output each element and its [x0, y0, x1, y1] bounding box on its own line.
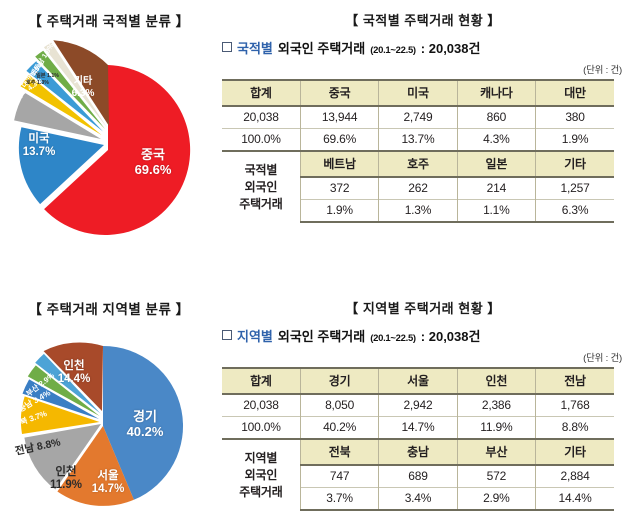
region-table-subtitle: 지역별 외국인 주택거래 (20.1~22.5) : 20,038건	[222, 326, 628, 345]
region-table-title: 【 지역별 주택거래 현황 】	[345, 301, 501, 316]
table-row-header1: 합계 중국 미국 캐나다 대만	[222, 79, 614, 107]
checkbox-square-icon	[222, 42, 232, 52]
region-unit-note: (단위 : 건)	[583, 353, 622, 364]
table-row-header2: 국적별 외국인 주택거래 베트남 호주 일본 기타	[222, 150, 614, 222]
pie-slice-jeonnam	[20, 396, 100, 434]
region-table-column: 【 지역별 주택거래 현황 】 지역별 외국인 주택거래 (20.1~22.5) …	[218, 288, 628, 528]
table-row-header2: 지역별 외국인 주택거래 전북 충남 부산 기타	[222, 438, 614, 510]
region-section: 【 주택거래 지역별 분류 】	[0, 288, 628, 528]
pie-slice-gyeonggi	[103, 346, 184, 500]
pie-slice-seoul	[57, 426, 134, 506]
table-row-header1: 합계 경기 서울 인천 전남	[222, 367, 614, 395]
table-row: 3.7% 3.4% 2.9% 14.4%	[222, 487, 614, 511]
pie-label-seoul: 서울 14.7%	[91, 470, 125, 496]
pie-slice-china	[44, 65, 191, 235]
region-pie-svg	[20, 342, 184, 506]
pie-label-other: 기타 6.3%	[71, 76, 95, 99]
pie-slice-usa	[18, 127, 104, 205]
table-row: 747 689 572 2,884	[222, 465, 614, 488]
pie-slice-other	[53, 40, 109, 127]
table-row: 100.0% 40.2% 14.7% 11.9% 8.8%	[222, 416, 614, 440]
table-row: 372 262 214 1,257	[222, 177, 614, 200]
pie-label-usa: 미국 13.7%	[22, 133, 56, 159]
pie-slice-jeonbuk	[22, 379, 99, 419]
pie-slice-australia	[35, 50, 106, 129]
region-chart-title: 【 주택거래 지역별 분류 】	[28, 302, 190, 317]
nationality-section: 【 주택거래 국적별 분류 】	[0, 0, 628, 264]
nationality-chart-column: 【 주택거래 국적별 분류 】	[0, 0, 218, 264]
pie-label-incheon-brown: 인천 14.4%	[57, 360, 91, 386]
nationality-table-column: 【 국적별 주택거래 현황 】 국적별 외국인 주택거래 (20.1~22.5) …	[218, 0, 628, 264]
pie-label-japan: 일본 1.1%	[36, 73, 59, 79]
pie-label-gyeonggi: 경기 40.2%	[126, 409, 164, 439]
pie-slice-japan	[43, 42, 107, 128]
table-row: 20,038 8,050 2,942 2,386 1,768	[222, 394, 614, 417]
pie-slice-taiwan	[20, 75, 102, 135]
nationality-table: 합계 중국 미국 캐나다 대만 20,038 13,944 2,749 860 …	[222, 79, 614, 223]
pie-label-australia: 호주 1.3%	[26, 80, 49, 86]
pie-slice-canada	[14, 92, 102, 139]
pie-label-china: 중국 69.6%	[134, 147, 172, 177]
pie-slice-busan	[35, 353, 101, 414]
nationality-chart-title: 【 주택거래 국적별 분류 】	[28, 14, 190, 29]
table-row: 1.9% 1.3% 1.1% 6.3%	[222, 199, 614, 223]
region-pie-chart: 경기 40.2% 서울 14.7% 인천 11.9% 전남 8.8% 전북	[0, 318, 218, 528]
nationality-pie-chart: 중국 69.6% 미국 13.7% 캐나다 4.3% 대만 1.9% 베트남	[0, 30, 218, 240]
pie-label-incheon-gray: 인천 11.9%	[50, 466, 82, 492]
nationality-unit-note: (단위 : 건)	[583, 65, 622, 76]
region-table: 합계 경기 서울 인천 전남 20,038 8,050 2,942 2,386 …	[222, 367, 614, 511]
pie-slice-vietnam	[26, 61, 103, 132]
nationality-table-subtitle: 국적별 외국인 주택거래 (20.1~22.5) : 20,038건	[222, 38, 628, 57]
table-row: 20,038 13,944 2,749 860 380	[222, 106, 614, 129]
pie-slice-incheon	[24, 424, 101, 490]
pie-slice-chungnam	[27, 365, 100, 416]
region-row-label: 지역별 외국인 주택거래	[222, 439, 301, 510]
nationality-pie-svg	[14, 40, 191, 235]
checkbox-square-icon	[222, 330, 232, 340]
table-row: 100.0% 69.6% 13.7% 4.3% 1.9%	[222, 128, 614, 152]
nationality-table-title: 【 국적별 주택거래 현황 】	[345, 13, 501, 28]
nationality-row-label: 국적별 외국인 주택거래	[222, 151, 301, 222]
region-chart-column: 【 주택거래 지역별 분류 】	[0, 288, 218, 528]
pie-slice-other	[43, 342, 103, 411]
